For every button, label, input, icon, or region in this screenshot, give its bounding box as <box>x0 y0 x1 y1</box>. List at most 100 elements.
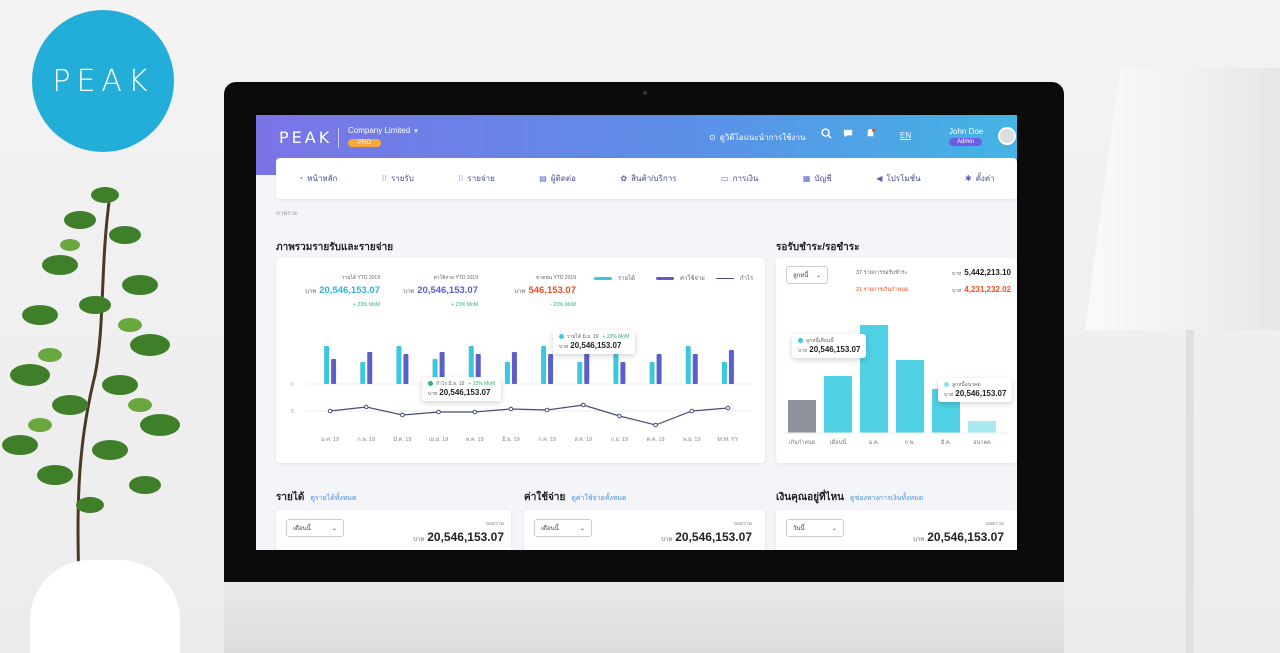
search-icon[interactable] <box>821 128 832 142</box>
chevron-down-icon: ⌄ <box>815 272 821 279</box>
income-bar <box>396 346 402 384</box>
tooltip-change: + 23% MoM <box>602 334 630 340</box>
value-text: 5,442,213.10 <box>964 268 1011 277</box>
legend-profit[interactable]: กำไร <box>716 273 753 283</box>
user-name[interactable]: John Doe <box>949 127 984 136</box>
receivable-bar <box>968 421 996 433</box>
bell-icon[interactable] <box>865 128 876 142</box>
profit-point <box>580 402 586 408</box>
receivable-row-label: 37 รายการรอรับชำระ <box>856 270 908 276</box>
income-section-title: รายได้ ดูรายได้ทั้งหมด <box>276 490 357 505</box>
header-divider <box>338 128 339 148</box>
profit-point <box>363 404 369 410</box>
x-tick-label: M.M. YY <box>717 437 738 443</box>
legend-swatch <box>594 276 612 280</box>
income-period-select[interactable]: เดือนนี้ ⌄ <box>286 519 344 537</box>
company-switcher[interactable]: Company Limited ▾ <box>348 126 418 135</box>
avatar[interactable] <box>998 127 1016 145</box>
cash-total: บาท 20,546,153.07 <box>874 530 1004 544</box>
guide-link-label: ดูวิดีโอแนะนำการใช้งาน <box>719 133 806 142</box>
total-unit: บาท <box>913 537 925 543</box>
nav-item-expense[interactable]: ⁝⁝ รายจ่าย <box>458 172 494 185</box>
total-unit: บาท <box>413 537 425 543</box>
income-total: บาท 20,546,153.07 <box>374 530 504 544</box>
overview-chart: 0 0 ม.ค. 19 ก.พ. 19 มี.ค. 19 เม.ย. 19 พ.ค. 19 ม… <box>291 346 751 443</box>
kpi-value-text: 546,153.07 <box>528 285 576 296</box>
nav-item-contacts[interactable]: ▤ ผู้ติดต่อ <box>539 172 576 185</box>
receivable-filter-select[interactable]: ลูกหนี้ ⌄ <box>786 266 828 284</box>
lamp-pole-decoration <box>1186 330 1194 653</box>
main-nav: ◔ หน้าหลัก ⁝⁝ รายรับ ⁝⁝ รายจ่าย ▤ ผู้ติดต่อ … <box>276 158 1017 199</box>
income-bar <box>468 346 474 384</box>
nav-item-accounting[interactable]: ▦ บัญชี <box>803 172 832 185</box>
webcam-dot <box>643 91 647 95</box>
nav-item-income[interactable]: ⁝⁝ รายรับ <box>382 172 414 185</box>
products-icon: ✿ <box>620 174 628 183</box>
kpi-unit: บาท <box>403 289 415 295</box>
expense-bar <box>403 354 409 384</box>
kpi-expense-label: ค่าใช้จ่าย YTD 2019 <box>433 275 478 281</box>
vase-decoration <box>30 560 180 653</box>
total-value: 20,546,153.07 <box>927 530 1004 544</box>
expense-bar <box>367 352 373 384</box>
accounting-icon: ▦ <box>802 174 811 183</box>
contacts-icon: ▤ <box>539 174 547 183</box>
nav-item-promotion[interactable]: ◀ โปรโมชั่น <box>876 172 920 185</box>
guide-link[interactable]: ⊙ ดูวิดีโอแนะนำการใช้งาน <box>709 131 805 144</box>
x-tick-label: ก.พ. <box>905 440 915 446</box>
expense-bar <box>656 354 662 384</box>
app-logo[interactable]: PEAK <box>279 128 333 147</box>
select-value: เดือนนี้ <box>541 526 559 532</box>
legend-label: ค่าใช้จ่าย <box>680 276 705 282</box>
total-label: ยอดรวม <box>486 521 504 527</box>
expense-bar <box>511 352 517 384</box>
language-switch[interactable]: EN <box>900 131 912 140</box>
overdue-row-label: 21 รายการเกินกำหนด <box>856 287 909 293</box>
income-bar <box>541 346 547 384</box>
kpi-loss-value: บาท 546,153.07 <box>472 285 576 296</box>
legend-income[interactable]: รายได้ <box>594 273 635 283</box>
tooltip-change: + 23% MoM <box>468 381 496 387</box>
expense-period-select[interactable]: เดือนนี้ ⌄ <box>534 519 592 537</box>
cash-period-select[interactable]: วันนี้ ⌄ <box>786 519 844 537</box>
total-label: ยอดรวม <box>986 521 1004 527</box>
nav-item-settings[interactable]: ✱ ตั้งค่า <box>965 172 995 185</box>
legend-expense[interactable]: ค่าใช้จ่าย <box>656 273 705 283</box>
nav-item-label: ผู้ติดต่อ <box>550 174 576 183</box>
nav-item-products[interactable]: ✿ สินค้า/บริการ <box>620 172 676 185</box>
nav-item-label: บัญชี <box>814 174 832 183</box>
breadcrumb[interactable]: ภาพรวม <box>276 211 298 217</box>
finance-icon: ▭ <box>721 174 729 183</box>
select-value: เดือนนี้ <box>293 526 311 532</box>
kpi-loss-label: ขาดทุน YTD 2019 <box>535 275 576 281</box>
income-summary-card: เดือนนี้ ⌄ ยอดรวม บาท 20,546,153.07 <box>276 510 511 550</box>
nav-item-finance[interactable]: ▭ การเงิน <box>721 172 758 185</box>
tooltip-label: กำไร มิ.ย. 19 <box>436 381 465 387</box>
select-value: ลูกหนี้ <box>793 273 809 279</box>
view-all-income-link[interactable]: ดูรายได้ทั้งหมด <box>310 495 357 502</box>
expense-section-title: ค่าใช้จ่าย ดูค่าใช้จ่ายทั้งหมด <box>524 490 627 505</box>
tooltip-dot <box>944 382 949 388</box>
chat-icon[interactable] <box>843 128 854 142</box>
tooltip-this-month: ลูกหนี้เดือนนี้ บาท 20,546,153.07 <box>792 334 867 358</box>
peak-logo-text: PEAK <box>52 63 154 99</box>
expense-bar <box>692 354 698 384</box>
income-bar <box>613 346 619 384</box>
x-tick-label: พ.ค. 19 <box>466 437 484 443</box>
legend-swatch <box>716 277 734 279</box>
x-tick-label: มิ.ย. 19 <box>502 436 520 443</box>
income-bar <box>685 346 691 384</box>
expense-bar <box>584 352 590 384</box>
income-bar <box>360 362 366 384</box>
income-bar <box>504 362 510 384</box>
chevron-down-icon: ⌄ <box>331 525 337 532</box>
nav-item-dashboard[interactable]: ◔ หน้าหลัก <box>298 172 337 185</box>
plan-badge: PRO <box>348 139 382 147</box>
section-title-text: เงินคุณอยู่ที่ไหน <box>776 492 845 503</box>
section-title-text: รายได้ <box>276 492 305 503</box>
view-all-cash-link[interactable]: ดูช่องทางการเงินทั้งหมด <box>850 495 924 502</box>
x-tick-label: พ.ย. 19 <box>683 437 701 443</box>
tooltip-label: ลูกหนี้อนาคต <box>952 382 981 388</box>
view-all-expense-link[interactable]: ดูค่าใช้จ่ายทั้งหมด <box>571 495 627 502</box>
nav-item-label: ตั้งค่า <box>975 174 995 183</box>
